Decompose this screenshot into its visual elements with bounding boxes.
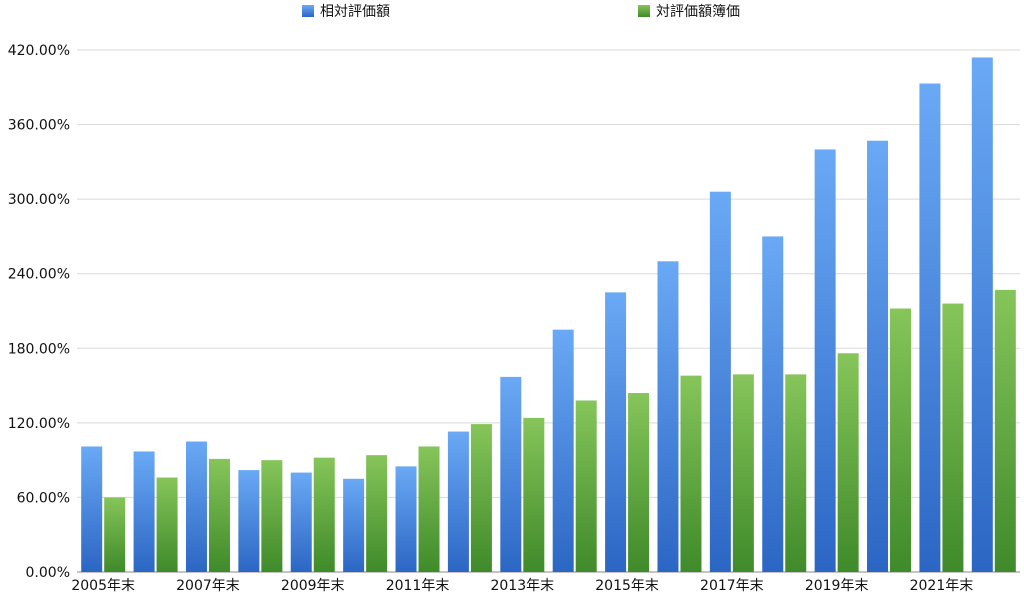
bar-book-value <box>628 393 650 572</box>
x-tick-label: 2009年末 <box>281 578 345 594</box>
bar-book-value <box>261 460 283 572</box>
bar-book-value <box>104 497 126 572</box>
bar-relative-value <box>814 149 836 572</box>
x-axis: 2005年末 2007年末 2009年末 2011年末 2013年末 2015年末 2017… <box>71 578 973 594</box>
y-tick-label: 360.00% <box>8 118 70 134</box>
bar-relative-value <box>919 83 941 573</box>
bar-book-value <box>942 303 964 572</box>
y-tick-label: 300.00% <box>8 192 70 208</box>
legend: 相対評価額 対評価額簿価 <box>302 4 740 20</box>
bar-relative-value <box>238 470 260 572</box>
bar-book-value <box>680 375 702 572</box>
bar-book-value <box>208 458 230 572</box>
x-tick-label: 2005年末 <box>71 578 135 594</box>
bar-book-value <box>156 477 178 572</box>
bar-book-value <box>470 424 492 572</box>
bar-relative-value <box>81 446 103 572</box>
bar-book-value <box>785 374 807 572</box>
bar-book-value <box>523 417 545 572</box>
bar-relative-value <box>605 292 627 572</box>
bar-book-value <box>313 457 335 572</box>
bar-book-value <box>418 446 440 572</box>
y-tick-label: 120.00% <box>8 416 70 432</box>
bar-relative-value <box>133 451 155 572</box>
bar-relative-value <box>762 236 784 572</box>
bar-relative-value <box>552 329 574 572</box>
legend-swatch <box>638 5 650 17</box>
legend-label: 対評価額簿価 <box>656 4 740 20</box>
bar-relative-value <box>657 261 679 572</box>
y-tick-label: 420.00% <box>8 43 70 59</box>
grid-lines <box>77 49 1020 573</box>
bar-relative-value <box>185 441 207 572</box>
bar-relative-value <box>343 478 365 572</box>
y-axis: 0.00% 60.00% 120.00% 180.00% 240.00% 300.00% 3… <box>8 43 70 581</box>
bars <box>81 57 1016 573</box>
bar-relative-value <box>290 472 312 572</box>
bar-book-value <box>994 289 1016 572</box>
x-tick-label: 2015年末 <box>595 578 659 594</box>
bar-relative-value <box>867 140 889 572</box>
x-tick-label: 2021年末 <box>910 578 974 594</box>
bar-relative-value <box>709 191 731 572</box>
bar-book-value <box>890 308 912 572</box>
bar-relative-value <box>395 466 417 572</box>
legend-label: 相対評価額 <box>320 4 390 20</box>
bar-book-value <box>575 400 597 572</box>
x-tick-label: 2019年末 <box>805 578 869 594</box>
legend-swatch <box>302 5 314 17</box>
x-tick-label: 2007年末 <box>176 578 240 594</box>
y-tick-label: 60.00% <box>17 490 70 506</box>
x-tick-label: 2011年末 <box>386 578 450 594</box>
y-tick-label: 240.00% <box>8 267 70 283</box>
y-tick-label: 0.00% <box>26 565 70 581</box>
bar-book-value <box>837 353 859 572</box>
bar-book-value <box>732 374 754 572</box>
bar-relative-value <box>971 57 993 572</box>
bar-relative-value <box>447 431 469 572</box>
x-tick-label: 2017年末 <box>700 578 764 594</box>
bar-relative-value <box>500 376 522 572</box>
x-tick-label: 2013年末 <box>490 578 554 594</box>
bar-book-value <box>366 455 388 572</box>
y-tick-label: 180.00% <box>8 341 70 357</box>
